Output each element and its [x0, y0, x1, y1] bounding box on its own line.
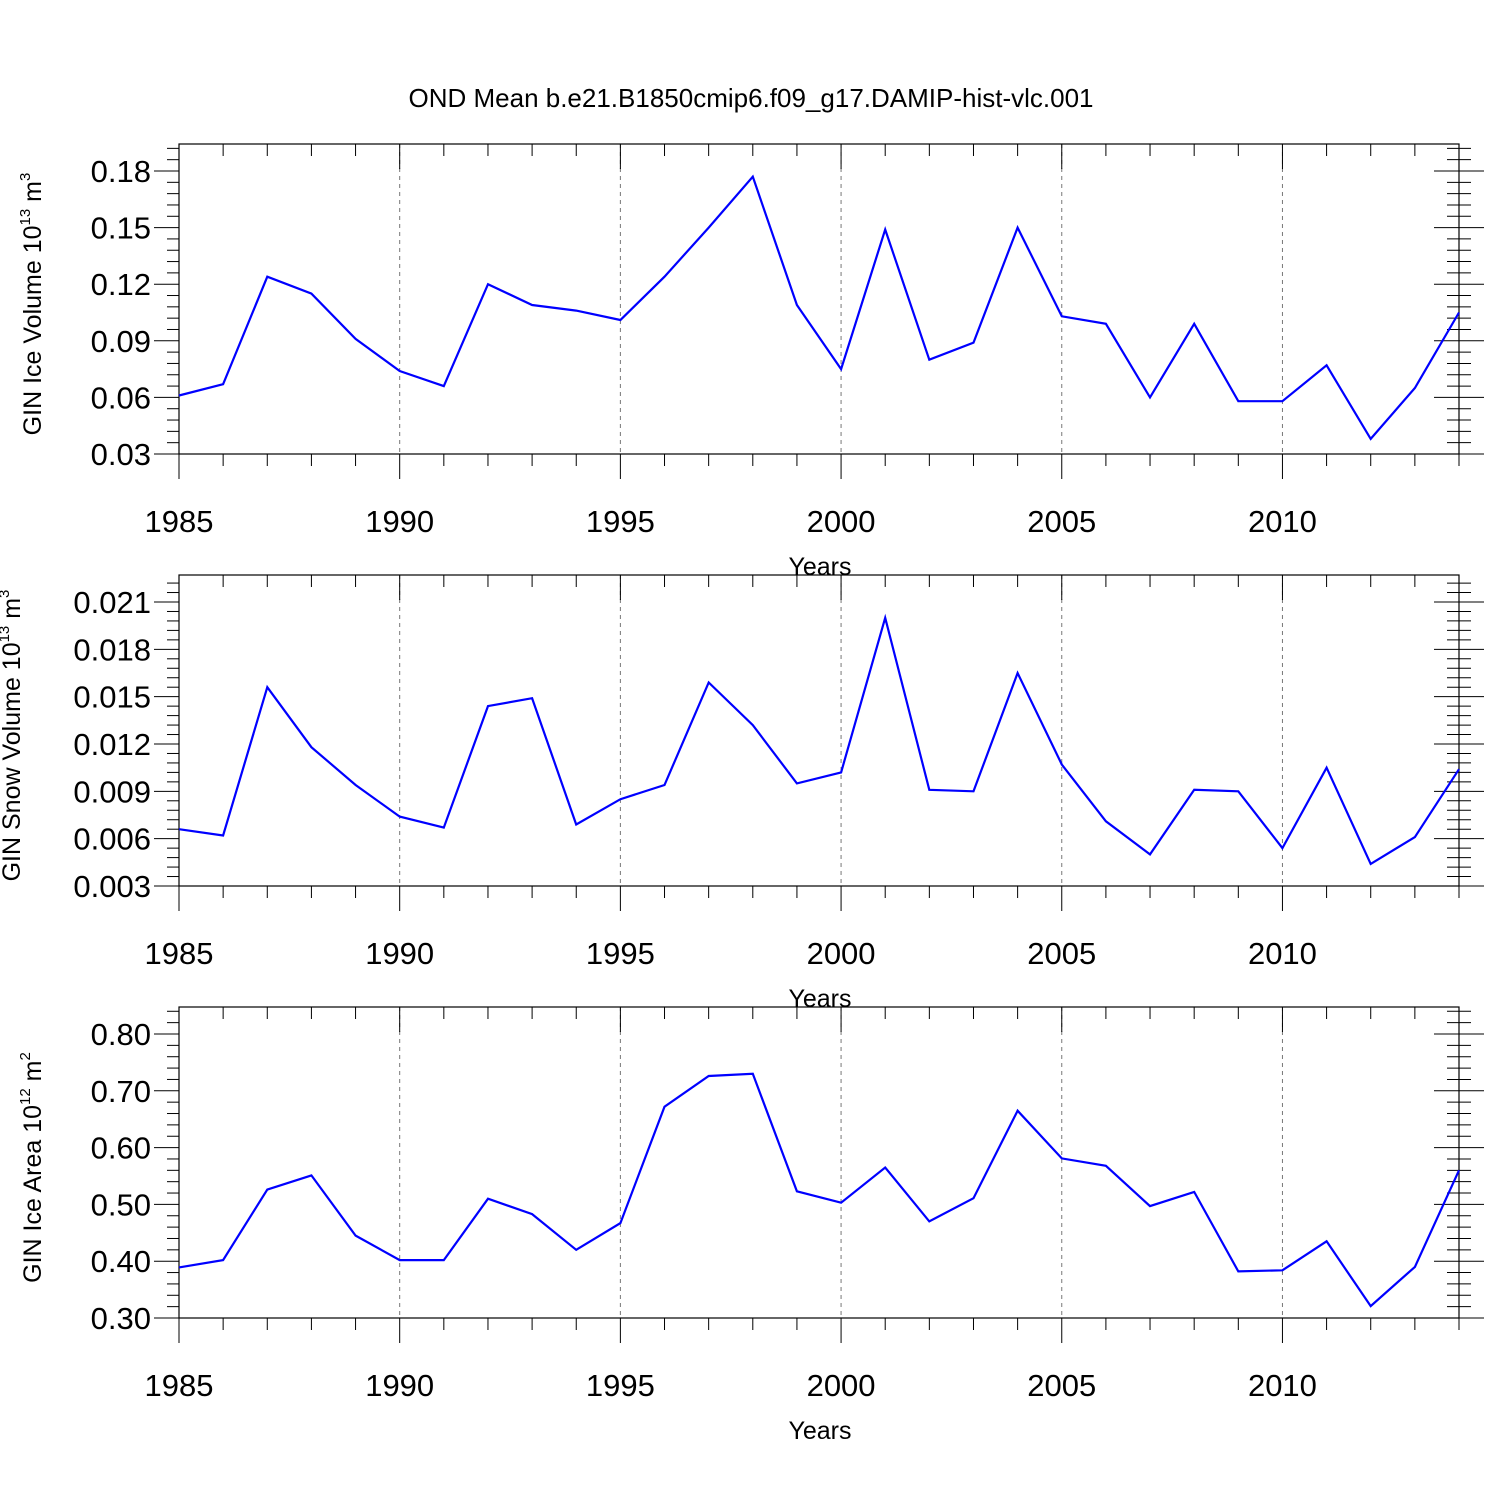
x-tick-label: 1990	[365, 1368, 434, 1403]
x-tick-label: 2000	[807, 504, 876, 539]
x-tick-label: 1985	[145, 1368, 214, 1403]
x-tick-label: 2005	[1027, 1368, 1096, 1403]
x-tick-label: 1990	[365, 936, 434, 971]
panel-2: 1985 1990 1995 2000 2005 2010 0.003 0.006 0.009 0…	[0, 574, 1484, 1013]
y-tick-label: 0.03	[91, 437, 151, 472]
x-tick-label: 1995	[586, 936, 655, 971]
x-axis-title: Years	[788, 985, 851, 1013]
y-tick-label: 0.60	[91, 1131, 151, 1166]
y-axis-title-text: GIN Snow Volume 10	[0, 642, 26, 881]
y-tick-label: 0.09	[91, 324, 151, 359]
y-tick-label: 0.30	[91, 1301, 151, 1336]
y-tick-label: 0.006	[73, 822, 151, 857]
y-tick-label: 0.012	[73, 727, 151, 762]
y-tick-label: 0.009	[73, 774, 151, 809]
y-axis-title-text: GIN Ice Area 10	[19, 1105, 47, 1283]
y-axis-title-unit-exponent: 3	[0, 590, 13, 598]
series-line	[178, 174, 1460, 441]
y-tick-label: 0.40	[91, 1244, 151, 1279]
x-tick-label: 1995	[586, 1368, 655, 1403]
y-tick-label: 0.021	[73, 585, 151, 620]
x-tick-label: 1990	[365, 504, 434, 539]
y-axis-title: GIN Ice Area 1012 m2	[17, 1052, 47, 1283]
y-tick-label: 0.80	[91, 1017, 151, 1052]
x-tick-label: 1995	[586, 504, 655, 539]
y-axis-title: GIN Ice Volume 1013 m3	[17, 173, 47, 436]
y-axis-title-text: GIN Ice Volume 10	[19, 225, 47, 435]
x-tick-label: 2005	[1027, 504, 1096, 539]
y-axis-title-exponent: 13	[17, 209, 34, 226]
y-tick-label: 0.06	[91, 380, 151, 415]
plot-frame	[178, 574, 1460, 887]
y-axis-title-unit: m	[19, 181, 47, 209]
x-tick-label: 2010	[1248, 504, 1317, 539]
y-tick-label: 0.18	[91, 154, 151, 189]
y-axis-title: GIN Snow Volume 1013 m3	[0, 590, 26, 882]
plot-frame	[178, 1006, 1460, 1319]
x-tick-label: 2005	[1027, 936, 1096, 971]
plot-frame	[178, 143, 1460, 455]
series-line	[178, 1072, 1461, 1308]
y-axis-title-unit: m	[19, 1061, 47, 1089]
x-tick-label: 2010	[1248, 936, 1317, 971]
y-axis-title-unit: m	[0, 598, 26, 626]
y-tick-label: 0.003	[73, 869, 151, 904]
x-tick-label: 2000	[807, 1368, 876, 1403]
y-axis-title-exponent: 13	[0, 626, 13, 643]
y-tick-label: 0.018	[73, 632, 151, 667]
y-tick-label: 0.70	[91, 1074, 151, 1109]
y-tick-label: 0.12	[91, 267, 151, 302]
x-tick-label: 1985	[145, 936, 214, 971]
chart-title: OND Mean b.e21.B1850cmip6.f09_g17.DAMIP-…	[408, 83, 1093, 113]
x-tick-label: 2000	[807, 936, 876, 971]
x-axis-title: Years	[788, 1417, 851, 1445]
y-tick-label: 0.15	[91, 211, 151, 246]
series-line	[178, 613, 1460, 866]
y-tick-label: 0.50	[91, 1187, 151, 1222]
y-axis-title-exponent: 12	[17, 1088, 34, 1105]
y-axis-title-unit-exponent: 2	[17, 1052, 34, 1060]
y-axis-title-unit-exponent: 3	[17, 173, 34, 181]
y-tick-label: 0.015	[73, 680, 151, 715]
panel-3: 1985 1990 1995 2000 2005 2010 0.30 0.40 0.50 0.60…	[17, 1006, 1484, 1445]
x-tick-label: 1985	[145, 504, 214, 539]
x-tick-label: 2010	[1248, 1368, 1317, 1403]
x-axis-title: Years	[788, 553, 851, 581]
panel-1: 1985 1990 1995 2000 2005 2010 0.03 0.06 0.09 0.12…	[17, 143, 1484, 581]
